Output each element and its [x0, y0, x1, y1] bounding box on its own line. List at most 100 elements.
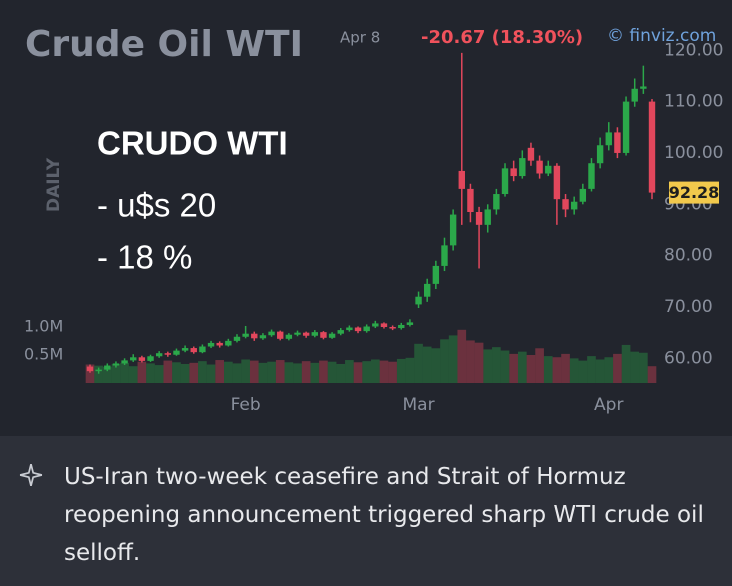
volume-bar: [275, 360, 285, 383]
volume-bar: [336, 363, 346, 383]
volume-bar: [630, 351, 640, 383]
volume-bar: [613, 353, 622, 383]
candle-body: [294, 332, 301, 335]
annotation: - 18 %: [97, 239, 192, 276]
volume-bar: [345, 360, 354, 383]
candle-body: [415, 296, 422, 305]
candle-body: [519, 158, 526, 177]
candle-body: [112, 363, 120, 366]
volume-bar: [154, 365, 164, 383]
candle-body: [648, 101, 656, 193]
volume-bar: [431, 348, 441, 383]
volume-bar: [301, 361, 311, 383]
volume-bar: [319, 360, 328, 383]
candle-body: [631, 88, 638, 102]
date-label: Apr 8: [340, 29, 380, 47]
volume-bar: [595, 359, 605, 383]
candle-body: [242, 333, 249, 337]
candle-body: [493, 194, 500, 210]
candle-body: [424, 283, 431, 297]
volume-bar: [224, 361, 233, 383]
y-tick-label: 60.00: [664, 348, 713, 368]
chart: Crude Oil WTI Apr 8 -20.67 (18.30%) © fi…: [24, 24, 724, 415]
candle-body: [328, 333, 336, 338]
candle-body: [181, 348, 189, 351]
volume-bar: [163, 360, 173, 383]
candle-body: [346, 327, 353, 331]
volume-bar: [621, 344, 631, 383]
candle-body: [233, 336, 241, 341]
candle-body: [251, 333, 258, 339]
volume-bar: [94, 365, 103, 383]
volume-tick-label: 0.5M: [24, 345, 63, 364]
candle-body: [614, 132, 621, 153]
candle-body: [354, 327, 362, 332]
candle-body: [510, 168, 517, 177]
y-tick-label: 100.00: [664, 143, 723, 163]
candle-body: [545, 165, 552, 174]
volume-bar: [198, 361, 207, 383]
candle-body: [173, 350, 180, 355]
volume-bar: [466, 340, 475, 383]
volume-bar: [509, 353, 518, 383]
candle-body: [302, 332, 310, 336]
volume-bar: [206, 364, 216, 383]
candle-body: [467, 188, 474, 212]
candle-body: [121, 360, 128, 364]
candle-body: [95, 369, 102, 372]
candle-body: [380, 323, 388, 328]
candle-body: [155, 353, 163, 357]
chart-title: Crude Oil WTI: [25, 24, 303, 65]
volume-bar: [561, 353, 570, 383]
volume-bar: [353, 362, 363, 383]
volume-tick-label: 1.0M: [24, 317, 63, 336]
period-label: DAILY: [44, 157, 64, 212]
candle-body: [277, 331, 284, 339]
volume-bar: [146, 363, 155, 383]
sparkle-icon: [19, 463, 43, 487]
candle-body: [432, 265, 440, 284]
volume-bar: [500, 350, 510, 383]
candle-body: [86, 366, 94, 372]
volume-bar: [180, 363, 190, 383]
candle-body: [138, 357, 146, 361]
volume-bar: [414, 343, 423, 383]
annotation: - u$s 20: [97, 187, 216, 224]
volume-bar: [241, 359, 250, 383]
candle-body: [605, 132, 612, 146]
volume-bar: [639, 352, 648, 383]
candle-body: [449, 214, 457, 246]
volume-bar: [362, 361, 371, 383]
candle-body: [337, 330, 344, 334]
price-tag: [669, 181, 719, 204]
volume-bar: [569, 358, 579, 383]
volume-bar: [396, 358, 406, 383]
volume-bar: [215, 360, 225, 383]
volume-bar: [388, 361, 397, 383]
volume-bar: [128, 366, 138, 383]
candle-body: [579, 188, 587, 202]
y-tick-label: 110.00: [664, 92, 723, 112]
volume-bar: [327, 361, 337, 383]
volume-bar: [258, 362, 268, 383]
candle-body: [225, 340, 232, 346]
volume-bar: [440, 339, 449, 383]
candle-body: [536, 160, 543, 174]
volume-bar: [249, 360, 259, 383]
volume-bar: [578, 360, 588, 383]
candle-body: [216, 342, 223, 346]
caption-panel: US-Iran two-week ceasefire and Strait of…: [0, 436, 732, 586]
caption: US-Iran two-week ceasefire and Strait of…: [64, 464, 704, 566]
price-tag-label: 92.28: [669, 183, 720, 202]
volume-bar: [552, 357, 562, 383]
candle-body: [588, 163, 595, 189]
candle-body: [484, 209, 491, 225]
annotation: CRUDO WTI: [97, 125, 288, 162]
volume-bar: [543, 356, 553, 383]
volume-bar: [587, 356, 596, 383]
volume-bar: [448, 335, 458, 383]
volume-bar: [137, 361, 147, 383]
candle-body: [475, 212, 483, 225]
volume-bar: [526, 355, 536, 383]
